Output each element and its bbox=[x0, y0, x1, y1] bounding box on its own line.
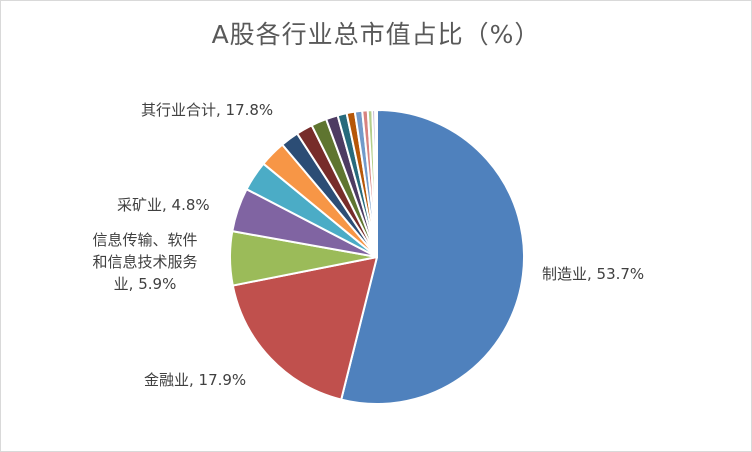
pie-slice-2 bbox=[231, 256, 378, 401]
slice-label-finance: 金融业, 17.9% bbox=[144, 371, 247, 389]
chart-title: A股各行业总市值占比（%） bbox=[211, 20, 541, 49]
group-label-other-industries: 其行业合计, 17.8% bbox=[141, 101, 274, 119]
slice-label-it-line-1: 信息传输、软件 bbox=[92, 231, 198, 249]
slice-label-it-line-2: 和信息技术服务 bbox=[92, 253, 198, 271]
pie-slice-1 bbox=[340, 109, 526, 405]
slice-label-it-services: 信息传输、软件 和信息技术服务 业, 5.9% bbox=[75, 229, 215, 295]
slice-label-manufacturing: 制造业, 53.7% bbox=[542, 265, 645, 283]
pie-slice-17 bbox=[374, 108, 378, 258]
slice-label-it-line-3: 业, 5.9% bbox=[113, 275, 177, 293]
slice-label-mining: 采矿业, 4.8% bbox=[117, 196, 210, 214]
